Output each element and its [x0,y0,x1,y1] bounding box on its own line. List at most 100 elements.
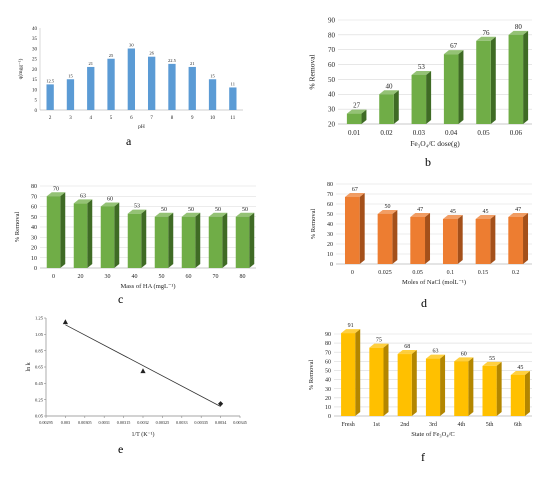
chart-c-svg: 0 10 20 30 40 50 60 70 80 70 0 63 20 60 30 53 40 50 50 50 60… [14,184,256,290]
chart-e-xtick-label: 0.003 [61,420,70,425]
chart-c-bar [127,213,142,268]
chart-d-ytick-label: 70 [327,192,333,198]
chart-d-bar-side [523,213,529,264]
chart-d-bar-side [425,213,431,264]
chart-e-ytick-label: 0.45 [35,381,44,386]
chart-c-bar-side [60,192,66,268]
chart-a-data-label: 21 [190,61,195,66]
chart-f-bar [369,347,384,416]
chart-d-ytick-label: 50 [327,212,333,218]
chart-b-bar [346,113,362,124]
chart-c-bar [154,216,169,268]
chart-b-bar [411,74,427,124]
chart-e-point [218,401,224,407]
chart-f-bar [341,333,356,416]
chart-a-ytick-label: 5 [35,99,38,104]
chart-f-bar-side [383,343,389,416]
chart-a-bar [66,79,75,110]
chart-d-bar-top [344,193,365,197]
chart-a-xtick-label: 6 [130,116,133,121]
chart-panel-c: 0 10 20 30 40 50 60 70 80 70 0 63 20 60 30 53 40 50 50 50 60… [10,180,260,292]
chart-f-ytick-label: 20 [325,396,331,402]
panel-label-b: b [425,155,431,169]
chart-c-xtick-label: 30 [105,274,111,280]
chart-d-ytick-label: 60 [327,202,333,208]
chart-e-ytick-label: 0.85 [35,348,44,353]
chart-a-xtick-label: 9 [191,116,194,121]
chart-a-xtick-label: 3 [69,116,72,121]
chart-b-data-label: 80 [515,23,523,31]
chart-b-bar-side [523,30,529,124]
chart-d-bar-top [508,213,529,217]
chart-b-data-label: 76 [483,29,491,37]
chart-a-xtick-label: 7 [150,116,153,121]
chart-d-bar-top [410,213,431,217]
chart-a-ylabel: q(mgg⁻¹) [17,58,24,79]
chart-f-svg: 0 10 20 30 40 50 60 70 80 90 91 Fresh 75 1st 68 2nd 63 3r… [308,323,532,438]
chart-b-bar [508,34,524,124]
chart-b-bar-side [393,90,399,124]
chart-b-bar-top [411,70,432,75]
chart-b-ytick-label: 90 [328,16,336,24]
chart-f-bar-top [369,343,389,348]
chart-d-bar-side [490,215,496,264]
chart-c-ytick-label: 10 [31,256,37,262]
chart-c-bar-top [208,212,228,217]
chart-d-bar-top [475,215,496,219]
chart-e-svg: 0.05 0.25 0.45 0.65 0.85 1.05 1.25 0.00295 0.003… [26,316,247,438]
chart-c-bar-top [73,199,93,204]
chart-e-ytick-label: 0.65 [35,365,44,370]
chart-d-bar [377,214,393,264]
chart-e-ytick-label: 1.05 [35,332,44,337]
chart-f-bar-top [397,350,417,355]
chart-f-bar [397,354,412,416]
chart-d-bar [344,197,360,264]
chart-c-xlabel: Mass of HA (mgL⁻¹) [120,283,175,290]
chart-f-xtick-label: 5th [486,422,494,428]
chart-c-data-label: 50 [188,207,194,213]
chart-panel-f: 0 10 20 30 40 50 60 70 80 90 91 Fresh 75 1st 68 2nd 63 3r… [300,323,540,446]
chart-f-bar-top [510,371,530,375]
panel-label-e: e [118,442,124,456]
chart-d-ytick-label: 10 [327,252,333,258]
chart-c-bar-side [114,202,120,268]
chart-e-xtick-label: 0.0033 [176,420,188,425]
chart-c-xtick-label: 50 [159,274,165,280]
chart-b-bar-side [361,109,367,124]
chart-e-ytick-label: 0.05 [35,414,44,419]
chart-a-data-label: 15 [210,73,215,78]
chart-a-bar [127,48,136,110]
chart-a-bar [87,66,95,110]
chart-e-xtick-label: 0.00325 [156,420,170,425]
chart-f-bar-side [440,354,446,416]
chart-d-bar [410,217,426,264]
chart-c-ytick-label: 60 [31,205,37,211]
chart-a-xlabel: pH [138,124,145,130]
chart-d-svg: 0 10 20 30 40 50 60 70 80 67 0 50 0.025 47 0.05 45 0.1 45… [310,182,532,286]
chart-f-ytick-label: 40 [325,378,331,384]
chart-b-bar-side [458,50,464,124]
chart-b-bar [476,40,491,124]
chart-d-xtick-label: 0.05 [412,270,423,276]
chart-f-data-label: 91 [348,323,354,329]
chart-d-data-label: 45 [483,209,489,215]
chart-d-ylabel: % Removal [310,209,317,240]
chart-a-svg: 0 5 10 15 20 25 30 35 40 12.5 2 15 3 21 4 25 5 30 6 26 7 22.5… [17,27,243,130]
chart-c-bar-top [181,212,201,217]
panel-label-a: a [126,134,132,148]
chart-c-bar-top [46,192,66,197]
chart-a-data-label: 22.5 [168,58,177,63]
chart-a-ytick-label: 10 [32,88,38,93]
panel-label-f: f [421,450,425,464]
chart-f-data-label: 63 [433,349,439,355]
chart-f-xtick-label: 2nd [400,422,409,428]
chart-a-xtick-label: 2 [49,116,52,121]
chart-d-bar [442,219,458,264]
chart-e-ylabel: ln k [26,362,32,371]
chart-a-data-label: 12.5 [46,78,55,83]
chart-e-xtick-label: 0.00335 [194,420,208,425]
chart-b-ytick-label: 40 [328,91,336,99]
chart-f-ytick-label: 80 [325,341,331,347]
chart-f-ytick-label: 90 [325,332,331,338]
chart-f-ylabel: % Removal [308,360,315,391]
